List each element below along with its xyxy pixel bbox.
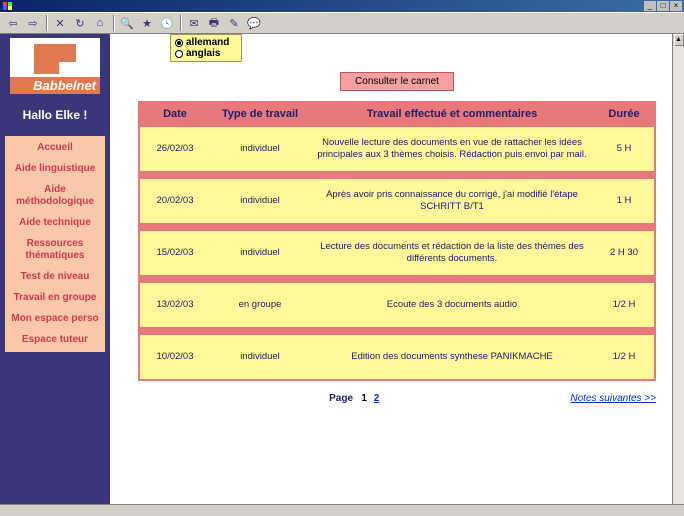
sidebar-menu: Accueil Aide linguistique Aide méthodologi… [5, 136, 105, 352]
cell-duration: 1/2 H [594, 346, 654, 367]
cell-date: 15/02/03 [140, 242, 210, 263]
cell-type: individuel [210, 346, 310, 367]
pager-current: 1 [361, 393, 367, 404]
radio-icon [175, 50, 183, 58]
toolbar-separator [180, 15, 181, 31]
minimize-button[interactable]: _ [644, 1, 656, 11]
status-bar [0, 504, 684, 516]
cell-work: Ecoute des 3 documents audio [310, 294, 594, 316]
cell-type: en groupe [210, 294, 310, 315]
next-notes-link[interactable]: Notes suivantes >> [570, 393, 656, 404]
toolbar-separator [46, 15, 47, 31]
cell-date: 10/02/03 [140, 346, 210, 367]
cell-duration: 5 H [594, 138, 654, 159]
pager-label: Page [329, 393, 353, 404]
consult-button[interactable]: Consulter le carnet [340, 72, 454, 91]
logo: Babbelnet [10, 38, 100, 94]
scroll-up-icon[interactable]: ▲ [674, 34, 684, 46]
home-icon[interactable]: ⌂ [91, 14, 109, 32]
table-row: 10/02/03individuelEdition des documents … [140, 335, 654, 379]
table-header: Date Type de travail Travail effectué et… [140, 103, 654, 127]
cell-duration: 1/2 H [594, 294, 654, 315]
refresh-icon[interactable]: ↻ [71, 14, 89, 32]
sidebar: Babbelnet Hallo Elke ! Accueil Aide lingu… [0, 34, 110, 516]
table-row: 26/02/03individuelNouvelle lecture des d… [140, 127, 654, 171]
discuss-icon[interactable]: 💬 [245, 14, 263, 32]
print-icon[interactable]: 🖶 [205, 14, 223, 32]
vertical-scrollbar[interactable]: ▲ ▼ [672, 34, 684, 516]
edit-icon[interactable]: ✎ [225, 14, 243, 32]
work-log-table: Date Type de travail Travail effectué et… [138, 101, 656, 381]
language-option-allemand[interactable]: allemand [175, 37, 229, 48]
app-icon [2, 1, 14, 11]
header-duration: Durée [594, 103, 654, 127]
pager: Page 1 2 Notes suivantes >> [138, 393, 656, 404]
table-row: 20/02/03individuelAprès avoir pris conna… [140, 179, 654, 223]
close-button[interactable]: × [670, 1, 682, 11]
sidebar-item-0[interactable]: Accueil [37, 142, 73, 154]
cell-date: 20/02/03 [140, 190, 210, 211]
forward-icon[interactable]: ⇨ [24, 14, 42, 32]
cell-type: individuel [210, 242, 310, 263]
row-separator [140, 275, 654, 283]
cell-date: 26/02/03 [140, 138, 210, 159]
header-work: Travail effectué et commentaires [310, 103, 594, 127]
cell-type: individuel [210, 138, 310, 159]
sidebar-item-5[interactable]: Test de niveau [21, 271, 90, 283]
cell-work: Après avoir pris connaissance du corrigé… [310, 184, 594, 218]
table-row: 13/02/03en groupeEcoute des 3 documents … [140, 283, 654, 327]
logo-text: Babbelnet [10, 77, 100, 94]
cell-date: 13/02/03 [140, 294, 210, 315]
language-option-anglais[interactable]: anglais [175, 48, 229, 59]
sidebar-item-2[interactable]: Aide méthodologique [8, 184, 102, 208]
cell-work: Edition des documents synthese PANIKMACH… [310, 346, 594, 368]
toolbar-separator [113, 15, 114, 31]
row-separator [140, 171, 654, 179]
cell-type: individuel [210, 190, 310, 211]
header-type: Type de travail [210, 103, 310, 127]
sidebar-item-6[interactable]: Travail en groupe [14, 292, 97, 304]
logo-mark [34, 44, 76, 74]
scroll-track[interactable] [673, 46, 684, 504]
greeting-text: Hallo Elke ! [23, 108, 88, 122]
cell-duration: 2 H 30 [594, 242, 654, 263]
sidebar-item-1[interactable]: Aide linguistique [15, 163, 96, 175]
cell-duration: 1 H [594, 190, 654, 211]
pager-page-2[interactable]: 2 [374, 393, 380, 404]
language-label: anglais [186, 48, 220, 59]
sidebar-item-8[interactable]: Espace tuteur [22, 334, 88, 346]
table-row: 15/02/03individuelLecture des documents … [140, 231, 654, 275]
language-selector: allemand anglais [170, 34, 242, 62]
search-icon[interactable]: 🔍 [118, 14, 136, 32]
maximize-button[interactable]: □ [657, 1, 669, 11]
sidebar-item-7[interactable]: Mon espace perso [11, 313, 98, 325]
window-titlebar: _ □ × [0, 0, 684, 12]
mail-icon[interactable]: ✉ [185, 14, 203, 32]
radio-icon [175, 39, 183, 47]
row-separator [140, 327, 654, 335]
history-icon[interactable]: 🕓 [158, 14, 176, 32]
cell-work: Nouvelle lecture des documents en vue de… [310, 132, 594, 166]
header-date: Date [140, 103, 210, 127]
stop-icon[interactable]: ✕ [51, 14, 69, 32]
language-label: allemand [186, 37, 229, 48]
sidebar-item-4[interactable]: Ressources thématiques [8, 238, 102, 262]
back-icon[interactable]: ⇦ [4, 14, 22, 32]
main-content: allemand anglais Consulter le carnet Dat… [110, 34, 684, 516]
cell-work: Lecture des documents et rédaction de la… [310, 236, 594, 270]
favorites-icon[interactable]: ★ [138, 14, 156, 32]
sidebar-item-3[interactable]: Aide technique [19, 217, 91, 229]
browser-toolbar: ⇦ ⇨ ✕ ↻ ⌂ 🔍 ★ 🕓 ✉ 🖶 ✎ 💬 [0, 12, 684, 34]
row-separator [140, 223, 654, 231]
